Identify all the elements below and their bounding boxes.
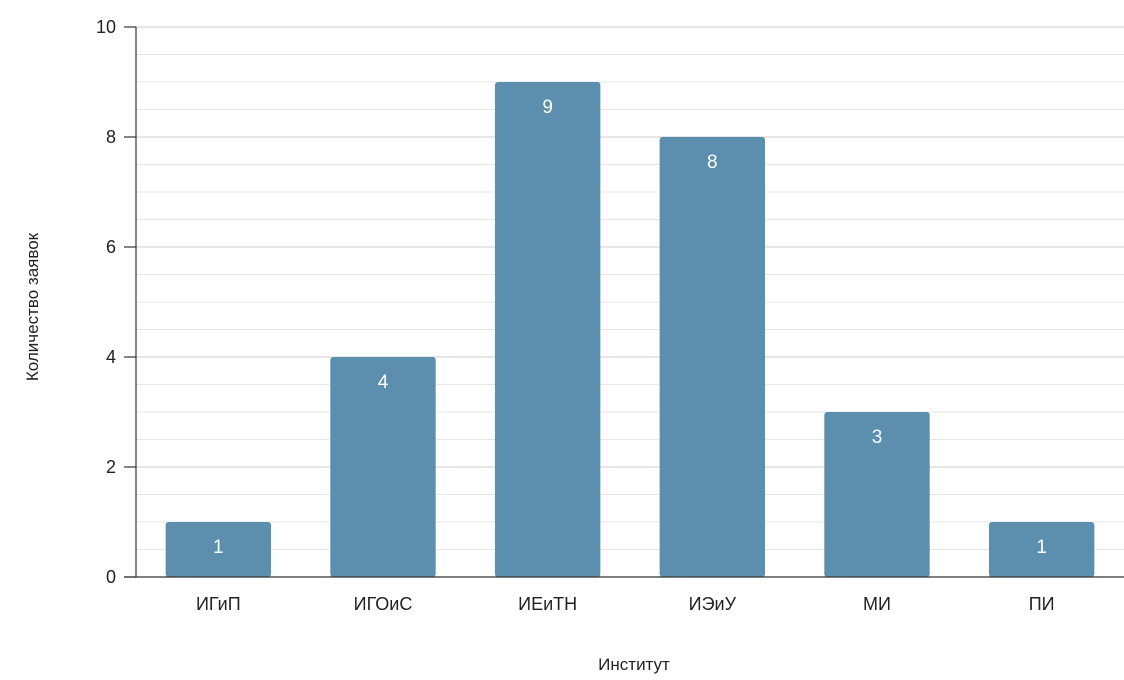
data-label: 9 (542, 97, 553, 118)
bar (659, 137, 766, 577)
bar (494, 82, 601, 577)
x-tick-label: ИГиП (196, 594, 241, 614)
data-label: 4 (378, 372, 389, 393)
data-label: 1 (213, 537, 224, 558)
y-tick-label: 4 (106, 347, 116, 367)
y-tick-label: 8 (106, 127, 116, 147)
x-tick-label: ПИ (1029, 594, 1055, 614)
x-tick-label: ИЕиТН (518, 594, 577, 614)
bar (988, 522, 1095, 577)
axes: ИГиП ИГОиС ИЕиТН ИЭиУ МИ ПИ 0 2 4 6 8 10 (96, 17, 1124, 614)
x-tick-label: МИ (863, 594, 891, 614)
bar (824, 412, 930, 577)
data-label: 3 (872, 427, 883, 448)
data-label: 8 (707, 152, 718, 173)
data-label: 1 (1036, 537, 1047, 558)
bars: 1 4 9 8 3 1 (165, 82, 1095, 577)
y-axis-title: Количество заявок (23, 232, 42, 381)
y-tick-label: 2 (106, 457, 116, 477)
bar (330, 357, 436, 577)
x-tick-label: ИЭиУ (689, 594, 737, 614)
x-tick-label: ИГОиС (354, 594, 413, 614)
x-axis-title: Институт (598, 655, 670, 674)
y-tick-label: 10 (96, 17, 116, 37)
grid-lines (136, 26, 1124, 550)
y-tick-label: 0 (106, 567, 116, 587)
bar (165, 522, 272, 577)
y-tick-label: 6 (106, 237, 116, 257)
